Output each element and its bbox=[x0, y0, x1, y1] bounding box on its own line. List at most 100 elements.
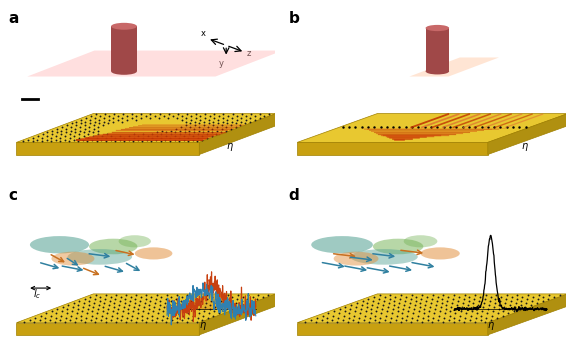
Point bbox=[231, 304, 240, 310]
Point bbox=[237, 298, 247, 304]
Point bbox=[185, 128, 194, 134]
Point bbox=[89, 130, 98, 135]
Point bbox=[60, 137, 69, 143]
Point bbox=[82, 310, 92, 316]
Point bbox=[226, 303, 235, 308]
Point bbox=[417, 319, 426, 325]
Point bbox=[376, 310, 386, 316]
Point bbox=[194, 124, 204, 130]
Point bbox=[88, 309, 97, 314]
Point bbox=[329, 309, 339, 314]
Point bbox=[117, 317, 126, 322]
Point bbox=[105, 298, 114, 304]
Point bbox=[502, 292, 511, 298]
Point bbox=[479, 304, 488, 310]
Point bbox=[189, 133, 198, 139]
Polygon shape bbox=[488, 114, 568, 155]
Point bbox=[126, 294, 136, 300]
Point bbox=[469, 300, 478, 306]
Point bbox=[174, 306, 184, 312]
Point bbox=[393, 309, 402, 314]
Point bbox=[142, 137, 152, 143]
Point bbox=[61, 130, 70, 135]
Text: η: η bbox=[226, 141, 232, 151]
Point bbox=[80, 296, 89, 302]
Point bbox=[194, 310, 203, 316]
Point bbox=[156, 139, 165, 144]
Point bbox=[33, 133, 42, 139]
Point bbox=[220, 309, 229, 314]
Point bbox=[85, 121, 94, 126]
Point bbox=[157, 317, 166, 322]
Point bbox=[198, 133, 207, 139]
Point bbox=[217, 122, 227, 128]
Point bbox=[406, 300, 415, 306]
Point bbox=[62, 310, 71, 316]
Point bbox=[407, 319, 416, 325]
Point bbox=[166, 128, 176, 134]
Point bbox=[496, 298, 505, 304]
Point bbox=[208, 294, 217, 300]
Point bbox=[69, 137, 78, 143]
Point bbox=[152, 137, 161, 143]
Polygon shape bbox=[17, 294, 276, 323]
Point bbox=[30, 319, 39, 325]
Text: a: a bbox=[9, 11, 19, 26]
Point bbox=[174, 135, 184, 141]
Point bbox=[62, 126, 71, 132]
Point bbox=[500, 304, 509, 310]
Point bbox=[352, 300, 362, 306]
Point bbox=[33, 137, 42, 143]
Polygon shape bbox=[488, 294, 568, 335]
Point bbox=[386, 315, 395, 321]
Point bbox=[483, 310, 492, 316]
Point bbox=[444, 317, 454, 322]
Point bbox=[56, 135, 65, 141]
Point bbox=[193, 292, 202, 298]
Point bbox=[129, 139, 138, 144]
Point bbox=[459, 296, 468, 302]
Point bbox=[370, 317, 379, 322]
Point bbox=[114, 306, 123, 312]
Point bbox=[171, 130, 180, 135]
Point bbox=[23, 137, 33, 143]
Point bbox=[201, 300, 210, 306]
Point bbox=[460, 315, 470, 321]
Point bbox=[370, 294, 379, 300]
Point bbox=[100, 112, 109, 117]
Point bbox=[360, 313, 370, 318]
Point bbox=[232, 296, 241, 302]
Point bbox=[349, 313, 359, 318]
Point bbox=[141, 113, 150, 119]
Point bbox=[386, 319, 395, 325]
Point bbox=[99, 122, 108, 128]
Polygon shape bbox=[17, 114, 276, 142]
Point bbox=[47, 135, 56, 141]
Point bbox=[431, 306, 440, 312]
Point bbox=[144, 306, 153, 312]
Point bbox=[450, 292, 459, 298]
Point bbox=[533, 300, 542, 306]
Point bbox=[423, 294, 432, 300]
Point bbox=[415, 304, 424, 310]
Point bbox=[104, 303, 113, 308]
Point bbox=[378, 303, 387, 308]
Point bbox=[168, 113, 177, 119]
Point bbox=[539, 294, 548, 300]
Point bbox=[193, 315, 202, 321]
Polygon shape bbox=[199, 294, 276, 335]
Point bbox=[429, 315, 438, 321]
Point bbox=[182, 292, 192, 298]
Point bbox=[499, 309, 508, 314]
Point bbox=[138, 309, 148, 314]
Point bbox=[384, 300, 393, 306]
Point bbox=[93, 131, 102, 137]
Point bbox=[19, 139, 28, 144]
Point bbox=[191, 300, 200, 306]
Point bbox=[420, 306, 429, 312]
Polygon shape bbox=[297, 142, 488, 155]
Point bbox=[423, 317, 432, 322]
Point bbox=[382, 309, 391, 314]
Point bbox=[157, 131, 166, 137]
Point bbox=[125, 133, 134, 139]
